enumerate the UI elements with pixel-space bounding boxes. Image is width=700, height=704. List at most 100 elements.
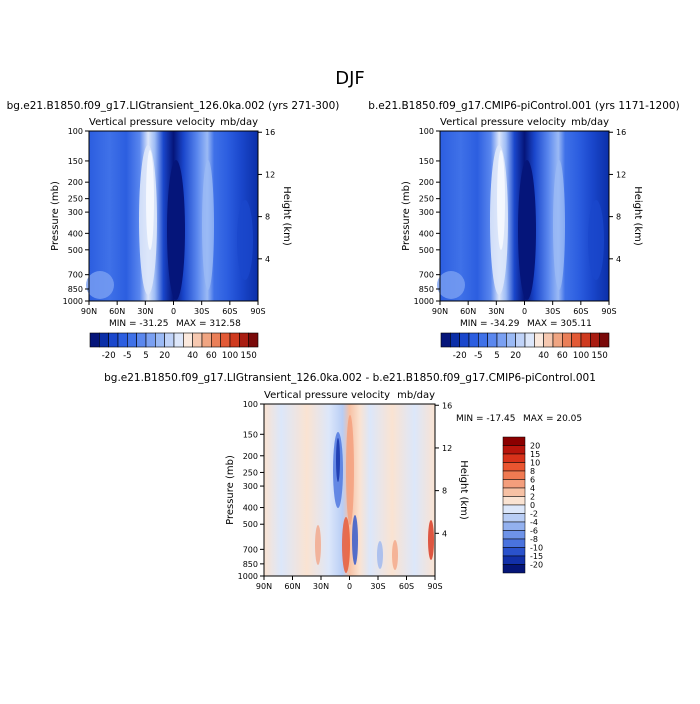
colorbar-label: 100 — [222, 351, 238, 361]
y-tick-label: 250 — [243, 468, 258, 477]
y-tick-label: 300 — [243, 482, 258, 491]
panel-1-subtitle-left: Vertical pressure velocity — [89, 117, 215, 128]
y-right-tick-label: 8 — [442, 487, 447, 496]
panel-2-ylabel: Pressure (mb) — [401, 181, 412, 251]
x-tick-label: 60N — [284, 582, 300, 591]
y-tick-label: 300 — [68, 208, 83, 217]
x-tick-label: 90N — [256, 582, 272, 591]
panel-1-title: bg.e21.B1850.f09_g17.LIGtransient_126.0k… — [7, 100, 340, 112]
colorbar-label: 15 — [530, 450, 540, 459]
colorbar-label: 6 — [530, 476, 535, 485]
colorbar-swatch — [590, 332, 600, 348]
y-right-tick-label: 8 — [616, 213, 621, 222]
colorbar-label: 20 — [530, 442, 540, 451]
colorbar-swatch — [502, 496, 526, 506]
colorbar-label: -20 — [453, 351, 467, 361]
panel-3-ylabel: Pressure (mb) — [225, 455, 236, 525]
panel-1-y-ticks: 100 150 200 250 300 400 500 700 850 1000 — [63, 127, 89, 306]
colorbar-label: -4 — [530, 518, 538, 527]
y-tick-label: 700 — [68, 271, 83, 280]
x-tick-label: 30N — [488, 307, 504, 316]
panel-1-y-right-ticks: 16 12 8 4 — [258, 128, 275, 264]
colorbar-label: -5 — [474, 351, 482, 361]
colorbar-swatch — [502, 504, 526, 514]
y-tick-label: 400 — [68, 229, 83, 238]
y-tick-label: 700 — [243, 545, 258, 554]
panel-2-y-ticks: 100 150 200 250 300 400 500 700 850 1000 — [414, 127, 440, 306]
x-tick-label: 90N — [432, 307, 448, 316]
y-right-tick-label: 12 — [265, 170, 275, 179]
panel-2-title: b.e21.B1850.f09_g17.CMIP6-piControl.001 … — [368, 100, 679, 112]
y-right-tick-label: 12 — [442, 444, 452, 453]
y-tick-label: 250 — [419, 195, 434, 204]
colorbar-label: -8 — [530, 535, 538, 544]
colorbar-swatch — [502, 564, 526, 574]
y-right-tick-label: 12 — [616, 170, 626, 179]
panel-2-x-ticks: 90N 60N 30N 0 30S 60S 90S — [432, 301, 617, 316]
colorbar-label: 20 — [510, 351, 521, 361]
y-right-tick-label: 4 — [265, 255, 270, 264]
panel-2-ylabel-right: Height (km) — [632, 186, 643, 246]
x-tick-label: 90S — [427, 582, 442, 591]
colorbar-label: 40 — [538, 351, 549, 361]
colorbar-swatch — [502, 555, 526, 565]
x-tick-label: 30S — [194, 307, 209, 316]
colorbar-swatch — [211, 332, 221, 348]
y-tick-label: 400 — [243, 504, 258, 513]
y-right-tick-label: 4 — [442, 529, 447, 538]
panel-2-colorbar: -20 -5 5 20 40 60 100 150 — [440, 332, 610, 361]
x-tick-label: 30S — [545, 307, 560, 316]
y-tick-label: 100 — [243, 400, 258, 409]
colorbar-swatch — [599, 332, 610, 348]
colorbar-swatch — [192, 332, 203, 348]
panel-1-min-label: MIN = -31.25 — [109, 319, 168, 329]
panel-2-subtitle-right: mb/day — [571, 117, 609, 128]
colorbar-swatch — [515, 332, 526, 348]
y-tick-label: 500 — [419, 246, 434, 255]
panel-3-min-label: MIN = -17.45 — [456, 414, 515, 424]
colorbar-swatch — [173, 332, 184, 348]
y-right-tick-label: 16 — [442, 401, 452, 410]
colorbar-label: 60 — [557, 351, 568, 361]
colorbar-swatch — [502, 538, 526, 548]
panel-3-title: bg.e21.B1850.f09_g17.LIGtransient_126.0k… — [104, 372, 596, 384]
y-right-tick-label: 8 — [265, 213, 270, 222]
colorbar-swatch — [552, 332, 563, 348]
colorbar-swatch — [89, 332, 100, 348]
y-right-tick-label: 4 — [616, 255, 621, 264]
y-tick-label: 500 — [68, 246, 83, 255]
panel-1: bg.e21.B1850.f09_g17.LIGtransient_126.0k… — [7, 100, 340, 361]
panel-1-ylabel: Pressure (mb) — [50, 181, 61, 251]
y-tick-label: 200 — [68, 178, 83, 187]
colorbar-swatch — [496, 332, 507, 348]
panel-2-features — [437, 145, 604, 300]
colorbar-swatch — [145, 332, 156, 348]
y-tick-label: 300 — [419, 208, 434, 217]
panel-1-ylabel-right: Height (km) — [281, 186, 292, 246]
page-title: DJF — [335, 68, 365, 89]
panel-3-x-ticks: 90N 60N 30N 0 30S 60S 90S — [256, 576, 443, 591]
colorbar-label: 4 — [530, 484, 535, 493]
colorbar-swatch — [248, 332, 259, 348]
x-tick-label: 90N — [81, 307, 97, 316]
colorbar-swatch — [506, 332, 516, 348]
colorbar-swatch — [543, 332, 554, 348]
colorbar-label: -20 — [102, 351, 116, 361]
colorbar-swatch — [164, 332, 175, 348]
panel-1-features — [86, 145, 253, 300]
colorbar-swatch — [502, 513, 526, 523]
colorbar-swatch — [459, 332, 470, 348]
colorbar-swatch — [524, 332, 535, 348]
panel-2-y-right-ticks: 16 12 8 4 — [609, 128, 626, 264]
colorbar-swatch — [201, 332, 212, 348]
panel-3-features — [315, 415, 434, 573]
panel-1-max-label: MAX = 312.58 — [176, 319, 241, 329]
colorbar-label: -20 — [530, 561, 543, 570]
x-tick-label: 60S — [573, 307, 588, 316]
colorbar-label: -10 — [530, 544, 543, 553]
panel-1-colorbar: -20 -5 5 20 40 60 100 150 — [89, 332, 259, 361]
colorbar-swatch — [440, 332, 451, 348]
x-tick-label: 60N — [460, 307, 476, 316]
y-tick-label: 150 — [68, 157, 83, 166]
